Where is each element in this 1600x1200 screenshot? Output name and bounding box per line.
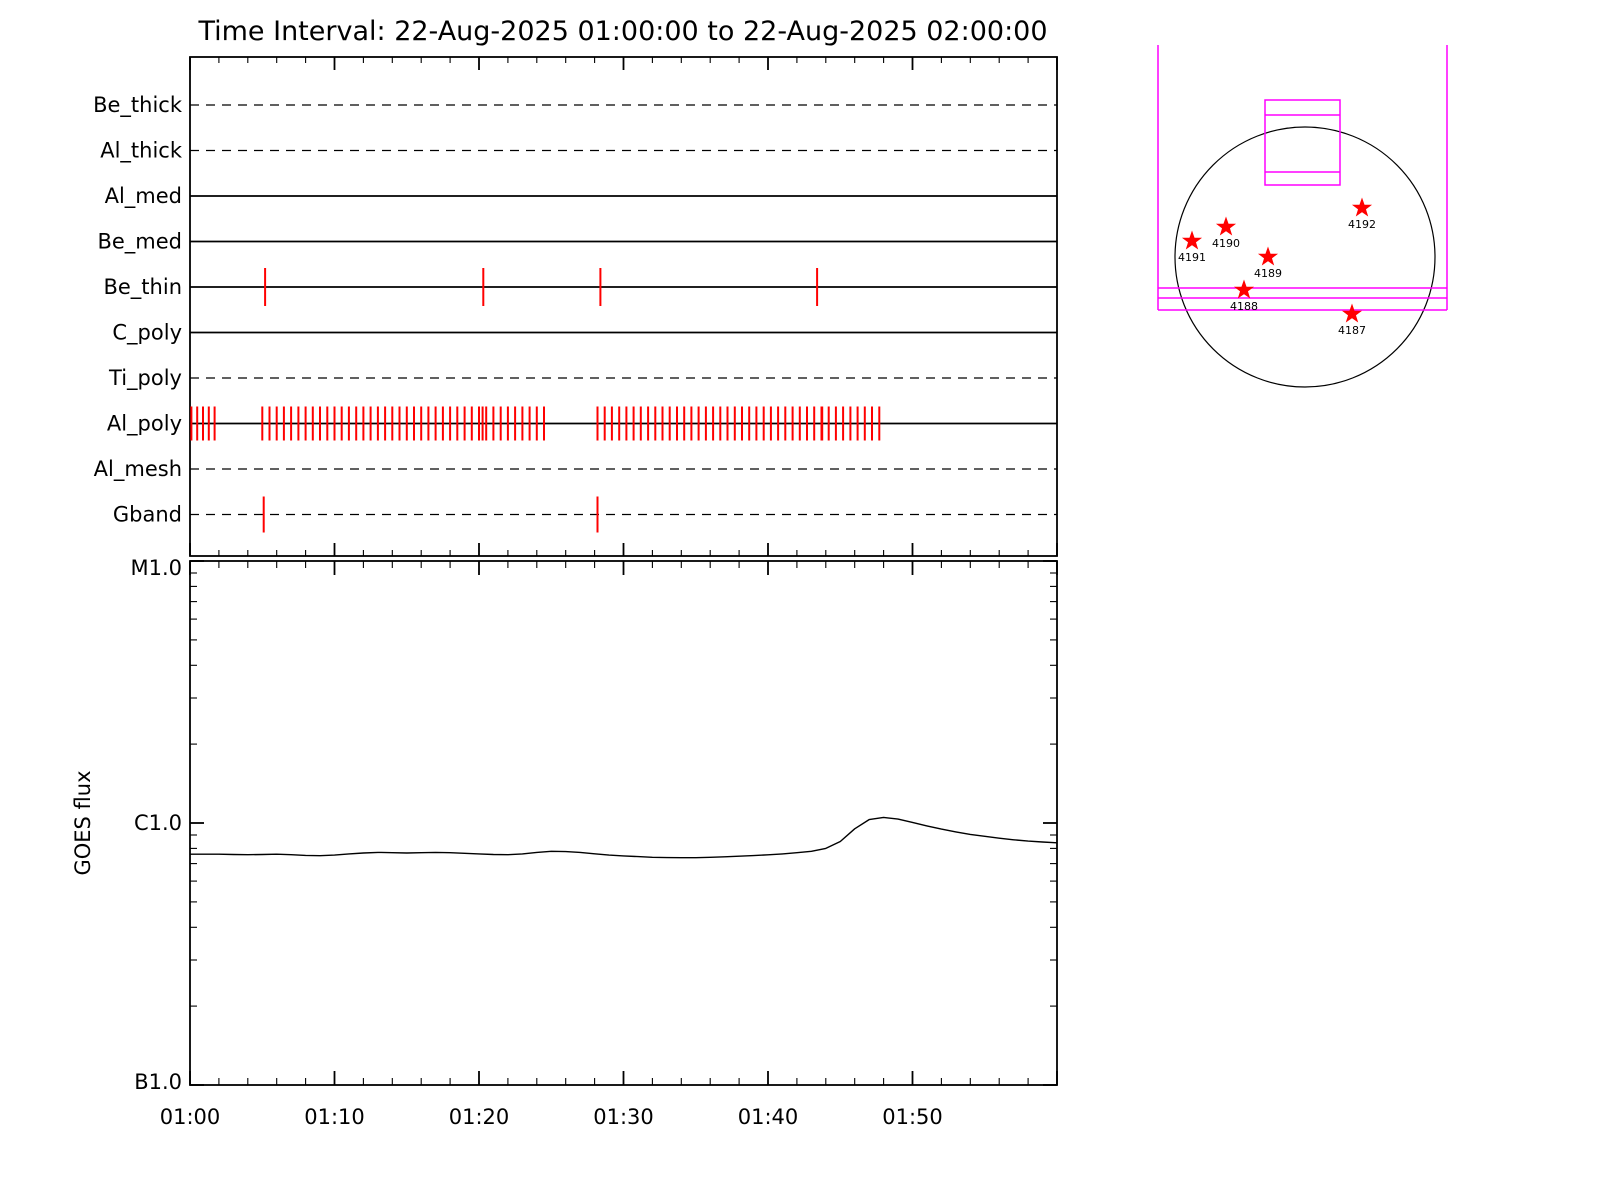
active-region-star (1181, 230, 1203, 250)
timeline-frame (189, 56, 1058, 557)
solar-limb (1174, 126, 1436, 388)
page-title: Time Interval: 22-Aug-2025 01:00:00 to 2… (197, 16, 1047, 47)
channel-label: Al_med (105, 184, 182, 209)
y-tick-label: C1.0 (134, 811, 182, 835)
active-region-star (1215, 216, 1237, 236)
x-tick-label: 01:00 (160, 1105, 221, 1129)
channel-label: Ti_poly (108, 366, 182, 391)
fov-box (1264, 99, 1341, 186)
channel-label: Be_thin (103, 275, 182, 300)
x-tick-label: 01:30 (593, 1105, 654, 1129)
active-region-star (1233, 279, 1255, 299)
active-region-label: 4188 (1230, 300, 1258, 313)
goes-frame (189, 560, 1058, 1086)
x-tick-label: 01:10 (304, 1105, 365, 1129)
active-region-label: 4189 (1254, 267, 1282, 280)
active-region-star (1341, 303, 1363, 323)
x-tick-label: 01:20 (449, 1105, 510, 1129)
exposure-ticks-Al_poly (190, 406, 881, 441)
active-region-label: 4192 (1348, 218, 1376, 231)
solar-disk-map: 4192 4190 4191 4189 4188 4187 (1157, 45, 1448, 388)
goes-ylabel: GOES flux (71, 770, 95, 875)
active-region-star (1351, 197, 1373, 217)
goes-panel (189, 560, 1058, 1086)
exposure-ticks-Be_thin (264, 268, 819, 306)
channel-label: Be_thick (93, 93, 183, 118)
x-tick-label: 01:40 (738, 1105, 799, 1129)
x-tick-label: 01:50 (882, 1105, 943, 1129)
active-region-star (1257, 246, 1279, 266)
channel-label: C_poly (112, 321, 182, 346)
channel-label: Al_thick (100, 139, 183, 164)
y-tick-label: B1.0 (134, 1070, 182, 1094)
active-region-label: 4191 (1178, 251, 1206, 264)
filter-timeline-panel (189, 56, 1058, 557)
channel-label: Gband (113, 503, 182, 527)
active-region-label: 4190 (1212, 237, 1240, 250)
exposure-ticks-Gband (262, 496, 599, 533)
active-region-label: 4187 (1338, 324, 1366, 337)
goes-flux-curve (190, 816, 1058, 859)
channel-label: Be_med (97, 230, 182, 255)
channel-label: Al_poly (107, 412, 182, 437)
y-tick-label: M1.0 (130, 556, 182, 580)
channel-label: Al_mesh (94, 457, 182, 482)
